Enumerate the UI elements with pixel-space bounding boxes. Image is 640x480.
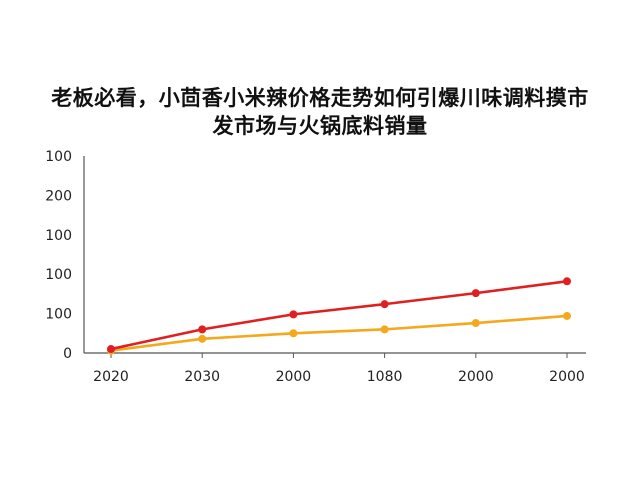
chart-title-line-2: 发市场与火锅底料销量: [212, 114, 428, 138]
series-2-point: [198, 334, 207, 343]
series-2-point: [471, 319, 480, 328]
y-tick-label: 200: [45, 188, 72, 204]
x-tick-label: 2000: [276, 369, 312, 385]
series-line-1: [109, 279, 569, 351]
series-1-point: [107, 345, 115, 354]
series-2-point: [380, 325, 389, 334]
series-1-point: [198, 325, 207, 334]
chart-title-line-1: 老板必看，小茴香小米辣价格走势如何引爆川味调料摸市: [51, 86, 589, 110]
y-tick-label: 100: [45, 228, 72, 244]
x-tick-label: 2000: [458, 369, 494, 385]
series-2-point: [289, 329, 298, 338]
x-tick-label: 2000: [549, 369, 585, 385]
series-1-point: [471, 289, 480, 298]
x-tick-label: 1080: [367, 369, 403, 385]
series-2-point: [563, 311, 571, 320]
y-tick-label: 100: [45, 149, 72, 165]
y-tick-label: 0: [63, 346, 72, 362]
series-1-point: [289, 310, 298, 319]
series-1-point: [563, 277, 571, 286]
x-tick-label: 2030: [184, 369, 220, 385]
series-line-2: [109, 314, 569, 352]
y-tick-label: 100: [45, 267, 72, 283]
y-tick-label: 100: [45, 307, 72, 323]
x-tick-label: 2020: [93, 369, 129, 385]
series-1-point: [380, 300, 389, 309]
